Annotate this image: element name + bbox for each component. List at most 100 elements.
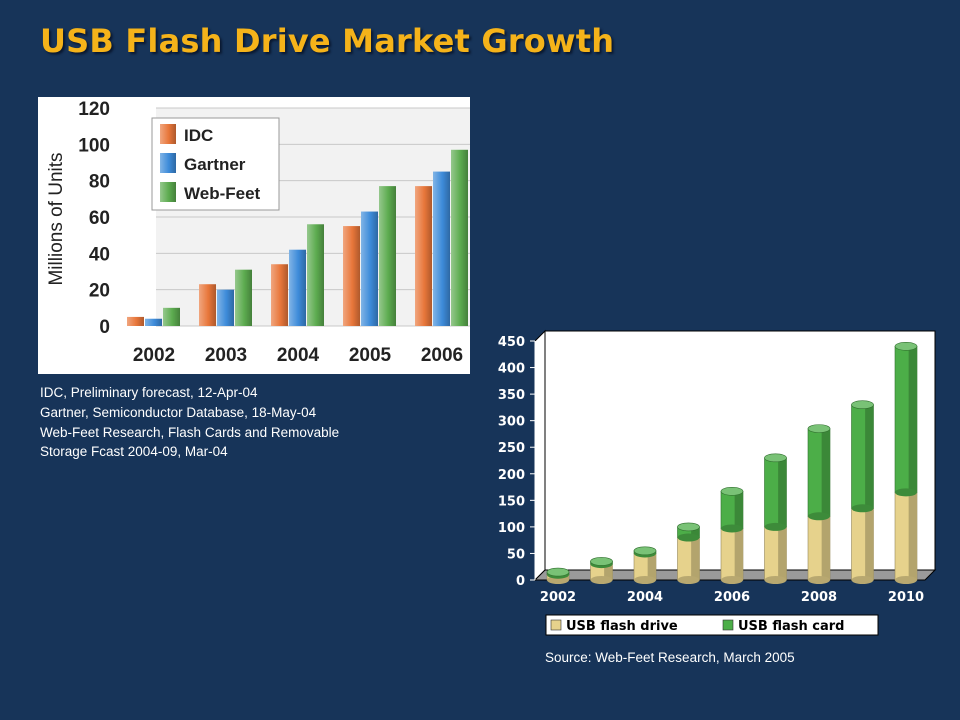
sources-note: IDC, Preliminary forecast, 12-Apr-04 Gar… [40,383,440,462]
chart2-bar-base [808,576,830,584]
chart2-y-tick-label: 350 [498,388,525,403]
chart1-legend-label: Gartner [184,155,246,174]
chart2-y-tick-label: 450 [498,335,525,350]
chart1-bar [307,224,324,326]
chart2-bar-base [677,576,700,584]
chart1-legend-swatch [160,153,176,173]
chart2-y-tick-label: 150 [498,494,525,509]
chart1-y-axis-title: Millions of Units [46,152,67,285]
chart2-y-tick-label: 50 [507,547,525,562]
source-line-webfeet: Web-Feet Research, Flash Cards and Remov… [40,424,340,440]
chart2-bar-shade [865,508,874,580]
chart1-x-tick-label: 2004 [277,345,320,366]
chart1-y-tick-label: 20 [89,281,110,302]
chart1-legend-label: IDC [184,126,213,145]
chart2-bar-top [807,424,831,433]
chart2-bar-shade [647,553,656,580]
chart1-x-tick-label: 2003 [205,345,247,366]
chart2-bar-shade [778,526,787,580]
chart2-bar-base [764,576,787,584]
chart2-bar-base [721,524,743,533]
chart2-source: Source: Web-Feet Research, March 2005 [545,650,795,665]
chart1-bar [235,269,252,326]
chart2-bar-base [590,576,613,584]
chart1-y-tick-label: 0 [99,317,110,338]
chart2-bar-shade [821,428,830,517]
chart2-y-tick-label: 200 [498,468,525,483]
chart1-legend-swatch [160,124,176,144]
webfeet-forecast-svg: 0 50 100 150 200 250 300 350 400 450 2002 2004 2006 2… [498,329,937,636]
chart1-bar [379,186,396,326]
chart2-bar-shade [908,492,917,580]
chart2-bar-shade [821,516,830,580]
chart2-y-tick-label: 0 [516,574,525,589]
chart2-bar-base [764,522,787,531]
chart2-bar-shade [908,346,917,493]
chart2-side-wall [534,329,546,582]
chart2-bar-base [721,576,743,584]
chart1-bar [145,318,162,326]
chart2-x-tick-label: 2008 [801,590,837,605]
chart2-bar-shade [691,526,700,538]
analyst-forecast-chart: 0 20 40 60 80 100 120 Millions of Units 2002 2003… [38,97,470,374]
chart1-bar [343,226,360,326]
chart2-bar-top [590,557,613,566]
chart1-bar [217,289,234,326]
chart2-bar-top [546,567,570,577]
chart2-bar-top [764,453,787,463]
chart2-legend-swatch [550,619,562,631]
chart2-bar-shade [734,491,743,529]
chart2-bar-base [851,576,874,584]
chart2-bar-shade [691,537,700,580]
chart1-bar [199,284,216,326]
chart2-bar-shade [865,404,874,509]
chart1-legend-swatch [160,182,176,202]
chart1-bar [127,316,144,326]
chart1-x-tick-label: 2002 [133,345,175,366]
chart2-bar-base [895,576,917,584]
chart1-bar [289,249,306,326]
chart2-x-tick-label: 2004 [627,590,663,605]
chart2-legend-label: USB flash drive [566,619,678,634]
chart1-bar [163,307,180,326]
chart2-y-tick-label: 250 [498,441,525,456]
chart2-bar-base [851,504,874,513]
chart2-bar-base [634,576,656,584]
webfeet-forecast-chart: 0 50 100 150 200 250 300 350 400 450 2002 2004 2006 2… [480,325,950,645]
chart1-y-tick-label: 40 [89,244,110,265]
chart1-x-tick-label: 2006 [421,345,463,366]
chart2-bar-base [895,488,917,497]
chart2-y-tick-label: 400 [498,362,525,377]
chart2-bar-top [851,400,874,410]
chart2-legend-label: USB flash card [738,619,844,634]
chart2-bar-top [894,342,918,351]
chart2-y-tick-label: 100 [498,521,525,536]
source-line-webfeet-cont: Storage Fcast 2004-09, Mar-04 [40,444,228,460]
chart1-y-tick-label: 80 [89,172,110,193]
chart2-legend-swatch [722,619,734,631]
chart2-bar-base [808,512,830,521]
chart2-y-tick-label: 300 [498,415,525,430]
chart1-y-tick-label: 100 [78,135,110,156]
source-line-gartner: Gartner, Semiconductor Database, 18-May-… [40,404,317,420]
chart1-bar [415,186,432,326]
chart2-bar-top [677,522,700,532]
chart2-bar-shade [778,457,787,527]
chart1-bar [451,149,468,326]
source-line-idc: IDC, Preliminary forecast, 12-Apr-04 [40,385,258,400]
chart2-bar-shade [734,528,743,580]
chart2-bar-shade [604,564,613,580]
chart2-x-tick-label: 2010 [888,590,924,605]
slide-title: USB Flash Drive Market Growth [40,22,615,60]
chart1-x-tick-label: 2005 [349,345,392,366]
chart2-legend-box [545,614,879,636]
chart2-bar-top [720,487,744,496]
chart1-y-tick-label: 60 [89,208,110,229]
chart2-bar-base [677,533,700,542]
chart1-bar [433,171,450,326]
chart2-x-tick-label: 2002 [540,590,576,605]
chart1-bar [271,264,288,326]
analyst-forecast-svg: 0 20 40 60 80 100 120 Millions of Units 2002 2003… [46,99,470,366]
chart2-x-tick-label: 2006 [714,590,750,605]
chart2-bar-top [633,546,657,556]
